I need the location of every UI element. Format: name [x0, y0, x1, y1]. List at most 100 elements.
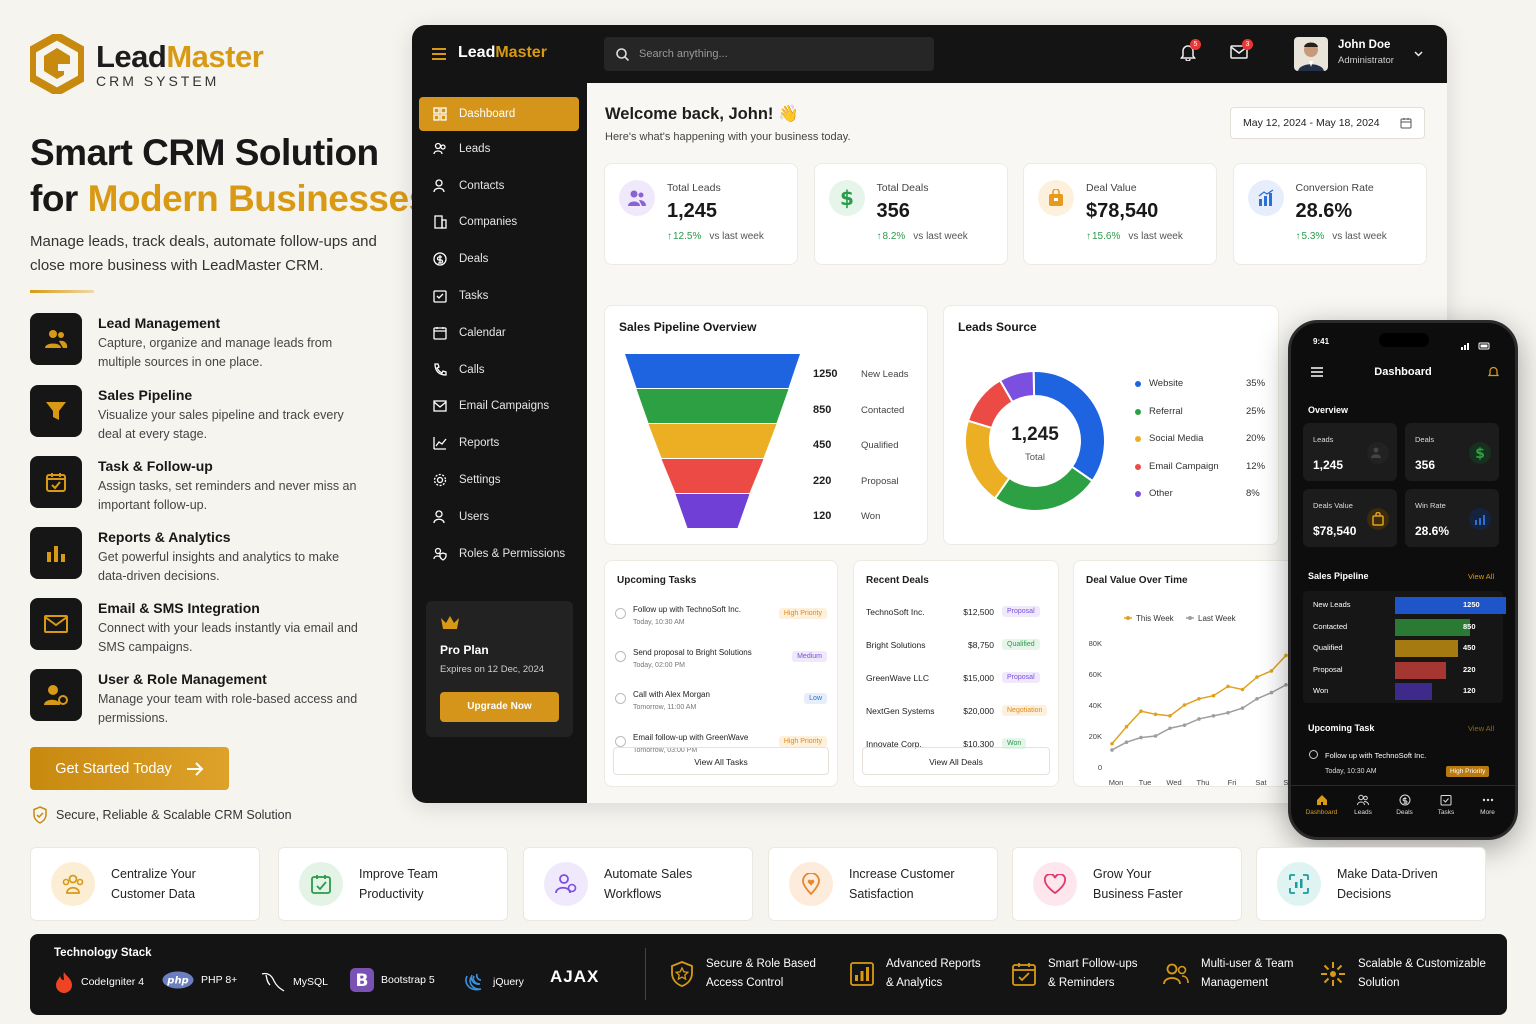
task-time: Tomorrow, 03:00 PM — [633, 746, 698, 754]
phone-pipeline-title: Sales Pipeline — [1308, 571, 1369, 581]
deal-name: Bright Solutions — [866, 640, 926, 650]
users-icon — [433, 510, 447, 524]
phone-tasks-view-all[interactable]: View All — [1468, 724, 1495, 733]
messages-button[interactable]: 3 — [1230, 39, 1253, 64]
phone-tab-tasks[interactable]: Tasks — [1426, 793, 1467, 816]
benefit-card: Increase Customer Satisfaction — [768, 847, 998, 921]
brand-logo: LeadMaster CRM SYSTEM — [30, 34, 264, 94]
chevron-down-icon[interactable] — [1414, 51, 1423, 57]
nav-leads[interactable]: Leads — [419, 132, 579, 166]
tech-label: PHP 8+ — [201, 974, 238, 986]
donut-slice-website — [1032, 370, 1106, 483]
phone-tile-leads[interactable]: Leads 1,245 — [1303, 423, 1397, 481]
legend-dot — [1135, 436, 1141, 442]
pipeline-stage-label: Proposal — [861, 475, 899, 487]
nav-calendar[interactable]: Calendar — [419, 316, 579, 350]
tech-feature-3: Smart Follow-ups & Reminders — [1012, 955, 1137, 993]
pipeline-value: 850 — [813, 403, 832, 416]
funnel-stage-qualified — [648, 424, 777, 458]
benefit-card: Improve Team Productivity — [278, 847, 508, 921]
recent-deals-card: Recent Deals TechnoSoft Inc. $12,500 Propo… — [853, 560, 1059, 787]
nav-reports[interactable]: Reports — [419, 426, 579, 460]
calendar-check-icon — [1012, 962, 1036, 986]
data-point — [1197, 697, 1201, 701]
nav-dashboard[interactable]: Dashboard — [419, 97, 579, 131]
nav-companies[interactable]: Companies — [419, 205, 579, 239]
nav-roles-permissions[interactable]: Roles & Permissions — [419, 537, 579, 571]
view-all-deals-button[interactable]: View All Deals — [862, 747, 1050, 775]
user-menu[interactable]: John Doe Administrator — [1338, 39, 1394, 66]
phone-tile-deals[interactable]: Deals 356 $ — [1405, 423, 1499, 481]
mysql-icon — [260, 971, 286, 993]
phone-tile-deals-value[interactable]: Deals Value $78,540 — [1303, 489, 1397, 547]
users-icon — [619, 180, 655, 216]
data-point — [1197, 717, 1201, 721]
benefit-card: Automate Sales Workflows — [523, 847, 753, 921]
calendar-icon — [433, 326, 447, 340]
task-checkbox[interactable] — [615, 735, 626, 747]
calendar-icon — [1400, 118, 1412, 129]
tech-bootstrap-5: B Bootstrap 5 — [350, 968, 435, 992]
phone-tab-more[interactable]: More — [1467, 793, 1508, 816]
phone-tab-dashboard[interactable]: Dashboard — [1301, 793, 1342, 816]
phone-menu-icon[interactable] — [1311, 367, 1323, 377]
brand-name: LeadMaster — [96, 39, 264, 74]
nav-email-campaigns[interactable]: Email Campaigns — [419, 389, 579, 423]
phone-tile-win-rate[interactable]: Win Rate 28.6% — [1405, 489, 1499, 547]
avatar[interactable] — [1294, 37, 1328, 71]
phone-pipeline-label: Contacted — [1313, 621, 1348, 631]
nav-tasks[interactable]: Tasks — [419, 279, 579, 313]
get-started-button[interactable]: Get Started Today — [30, 747, 229, 790]
calendar-check-icon — [30, 456, 82, 508]
data-point — [1240, 706, 1245, 710]
legend-dot — [1135, 408, 1141, 415]
view-all-tasks-button[interactable]: View All Tasks — [613, 747, 829, 775]
tech-feature-5: Scalable & Customizable Solution — [1320, 955, 1486, 993]
chart-title: Deal Value Over Time — [1086, 575, 1188, 586]
phone-pipeline-view-all[interactable]: View All — [1468, 572, 1495, 581]
x-tick-label: Thu — [1197, 778, 1210, 785]
phone-tab-deals[interactable]: Deals — [1384, 793, 1425, 816]
upgrade-button[interactable]: Upgrade Now — [440, 692, 559, 722]
priority-badge: High Priority — [778, 608, 827, 619]
nav-users[interactable]: Users — [419, 500, 579, 534]
search-input[interactable]: Search anything... — [604, 37, 934, 71]
nav-deals[interactable]: Deals — [419, 242, 579, 276]
nav-label: Contacts — [459, 179, 505, 192]
funnel-stage-new-leads — [625, 354, 800, 388]
hero-title: Smart CRM Solution for Modern Businesses — [30, 132, 429, 219]
phone-bell-icon[interactable] — [1488, 365, 1499, 378]
date-range-picker[interactable]: May 12, 2024 - May 18, 2024 — [1230, 107, 1425, 139]
task-checkbox[interactable] — [615, 608, 626, 619]
deal-name: NextGen Systems — [866, 706, 935, 716]
x-tick-label: Sat — [1255, 778, 1267, 785]
tile-label: Deals — [1415, 435, 1435, 444]
phone-title: Dashboard — [1374, 366, 1432, 378]
phone-tab-leads[interactable]: Leads — [1343, 793, 1384, 816]
svg-text:$: $ — [840, 187, 854, 209]
menu-icon[interactable] — [432, 48, 446, 60]
pipeline-value: 1250 — [813, 368, 838, 380]
nav-contacts[interactable]: Contacts — [419, 169, 579, 203]
legend-dot — [1135, 463, 1141, 470]
x-tick-label: Mon — [1109, 778, 1124, 785]
task-checkbox[interactable] — [615, 650, 626, 662]
check-icon — [433, 289, 447, 303]
data-point — [1139, 735, 1143, 740]
status-icons — [1461, 337, 1491, 350]
phone-pipeline-value: 450 — [1463, 643, 1476, 652]
arrow-up-icon: ↑ — [667, 231, 672, 242]
funnel-icon — [30, 385, 82, 437]
notifications-button[interactable]: 5 — [1180, 39, 1201, 66]
nav-label: Dashboard — [459, 108, 516, 120]
nav-calls[interactable]: Calls — [419, 353, 579, 387]
legend-marker — [1188, 616, 1192, 620]
feature-description: Capture, organize and manage leads from … — [98, 336, 333, 369]
kpi-total-deals: $ Total Deals 356 ↑8.2% vs last week — [813, 163, 1008, 265]
task-checkbox[interactable] — [615, 693, 626, 704]
nav-settings[interactable]: Settings — [419, 463, 579, 497]
phone-task-checkbox[interactable] — [1309, 750, 1318, 759]
data-point — [1211, 693, 1216, 698]
donut-total: 1,245 — [1011, 424, 1059, 445]
donut-total-label: Total — [1024, 452, 1046, 463]
